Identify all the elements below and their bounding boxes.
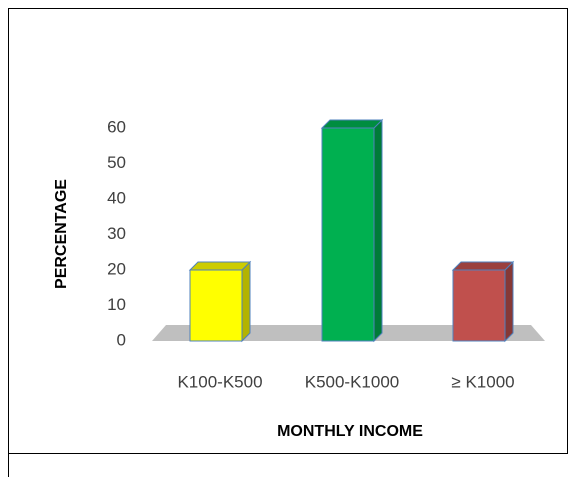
- bar-front: [452, 269, 506, 342]
- frame: [8, 8, 568, 454]
- bar: [188, 260, 252, 343]
- bar-front: [189, 269, 243, 342]
- bar-side: [373, 118, 383, 343]
- bar-side: [241, 260, 251, 343]
- bar-top: [320, 119, 384, 129]
- bar: [451, 260, 515, 343]
- bar-top: [451, 261, 515, 271]
- bar-front: [321, 127, 375, 342]
- bar-top: [188, 261, 252, 271]
- y-tick-label: 60: [107, 117, 126, 136]
- y-tick-label: 50: [107, 153, 126, 172]
- y-axis-label: PERCENTAGE: [53, 179, 70, 289]
- bar: [320, 118, 384, 343]
- y-tick-label: 20: [107, 259, 126, 278]
- x-axis-label: MONTHLY INCOME: [277, 423, 423, 440]
- y-tick-label: 0: [117, 330, 126, 349]
- y-tick-label: 30: [107, 224, 126, 243]
- x-tick-label: K100-K500: [177, 372, 262, 391]
- y-tick-label: 40: [107, 188, 126, 207]
- x-tick-label: ≥ K1000: [451, 372, 514, 391]
- x-tick-label: K500-K1000: [305, 372, 400, 391]
- y-tick-label: 10: [107, 295, 126, 314]
- bar-side: [504, 260, 514, 343]
